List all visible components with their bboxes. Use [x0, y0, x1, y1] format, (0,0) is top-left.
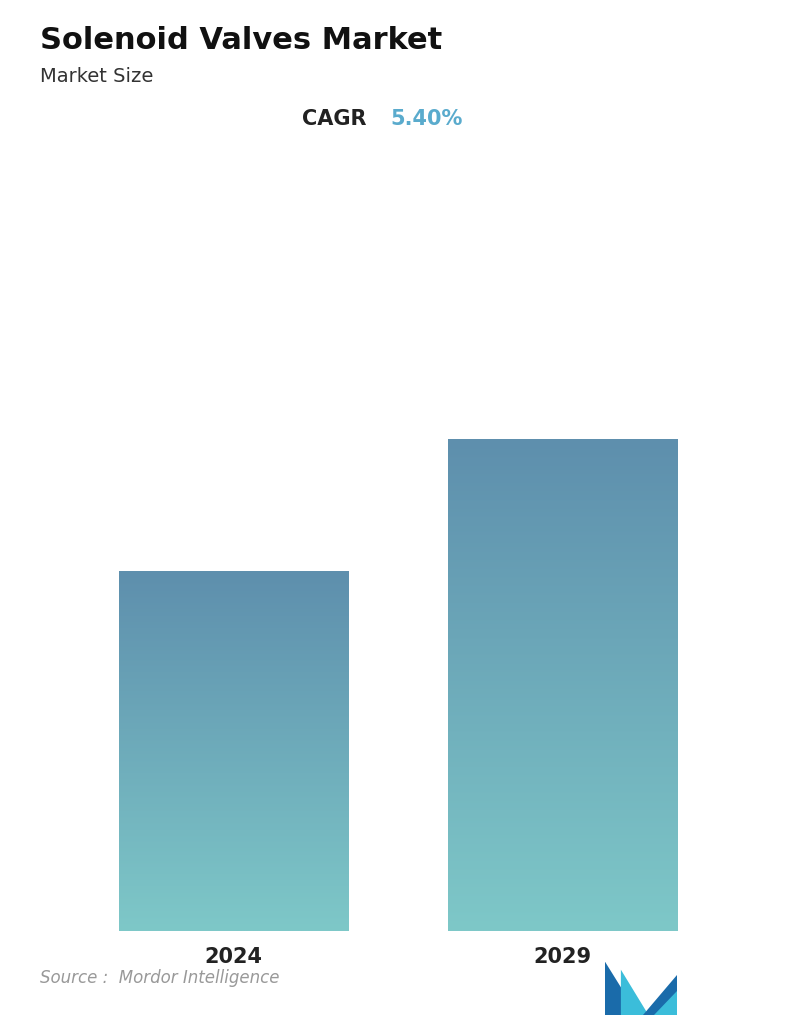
Text: Source :  Mordor Intelligence: Source : Mordor Intelligence [40, 970, 279, 987]
Polygon shape [605, 962, 638, 1015]
Polygon shape [621, 970, 649, 1015]
Text: CAGR: CAGR [302, 109, 367, 128]
Polygon shape [643, 975, 677, 1015]
Polygon shape [654, 992, 677, 1015]
Text: Market Size: Market Size [40, 67, 153, 86]
Text: Solenoid Valves Market: Solenoid Valves Market [40, 26, 442, 55]
Text: 5.40%: 5.40% [390, 109, 462, 128]
